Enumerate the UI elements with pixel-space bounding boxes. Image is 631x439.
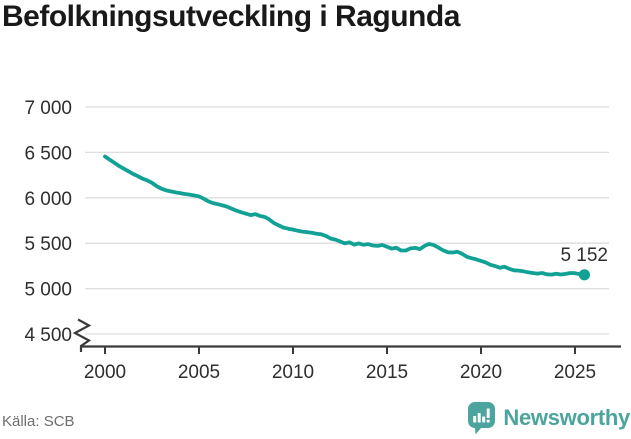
population-line-chart: 4 500 5 000 5 500 6 000 6 500 7 000 2000 2005 20… <box>24 98 621 383</box>
x-tick-label: 2005 <box>178 362 220 383</box>
y-tick-label: 5 500 <box>24 234 72 255</box>
newsworthy-logo: Newsworthy <box>467 401 630 435</box>
x-tick-label: 2000 <box>84 362 126 383</box>
latest-point-marker <box>578 269 591 281</box>
chart-title: Befolkningsutveckling i Ragunda <box>2 0 460 33</box>
y-tick-label: 5 000 <box>24 280 72 301</box>
y-tick-label: 6 500 <box>24 143 72 164</box>
axis-break-icon <box>72 318 92 352</box>
y-tick-label: 7 000 <box>24 98 72 119</box>
latest-value-label: 5 152 <box>560 245 608 266</box>
newsworthy-logo-text: Newsworthy <box>503 405 630 430</box>
x-tick-label: 2020 <box>460 362 502 383</box>
x-tick-label: 2025 <box>554 362 596 383</box>
y-tick-label: 4 500 <box>24 325 72 346</box>
y-tick-label: 6 000 <box>24 189 72 210</box>
newsworthy-bubble-chart-icon <box>468 402 496 435</box>
x-tick-label: 2010 <box>272 362 314 383</box>
source-label: Källa: SCB <box>2 413 75 430</box>
x-tick-label: 2015 <box>366 362 408 383</box>
population-line <box>103 154 587 277</box>
